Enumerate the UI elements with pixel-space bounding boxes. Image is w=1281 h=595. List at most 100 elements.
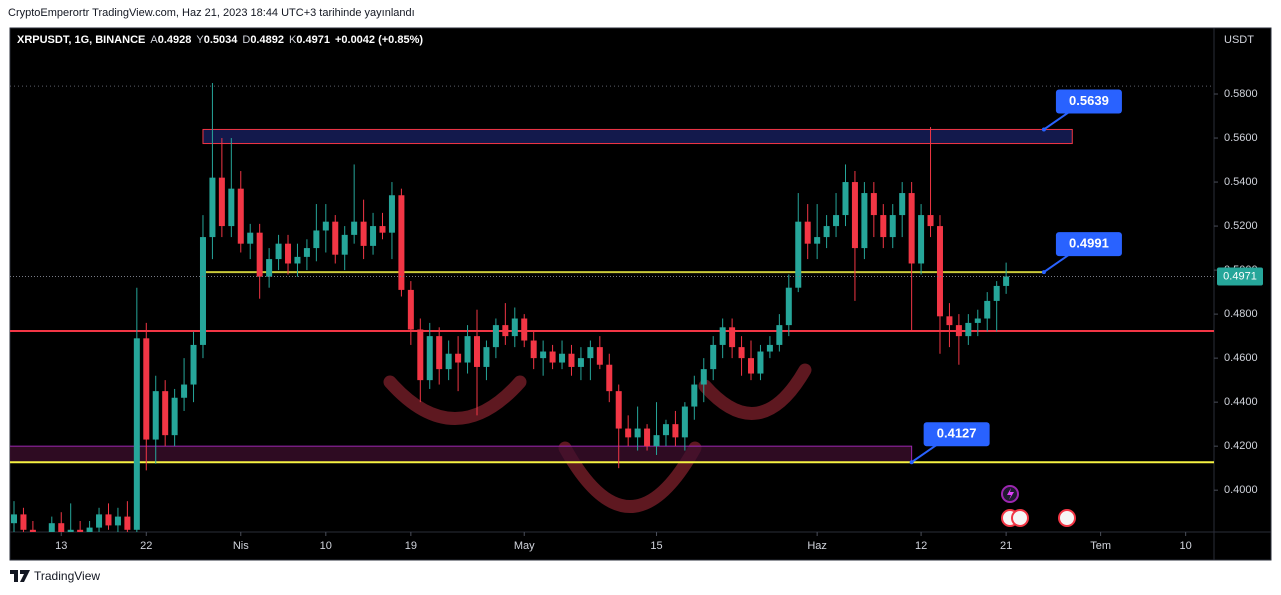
candle-body [511, 318, 518, 337]
event-icons [1001, 485, 1076, 527]
candle-body [833, 215, 840, 227]
candle-body [473, 336, 480, 367]
symbol-legend: XRPUSDT, 1G, BINANCE A0.4928 Y0.5034 D0.48… [17, 34, 423, 46]
y-tick-label: 0.4000 [1224, 484, 1258, 496]
candle-body [492, 325, 499, 348]
callout-pointer [1043, 253, 1071, 273]
x-tick-label: 13 [55, 540, 67, 552]
candle-body [653, 435, 660, 447]
candle-body [247, 232, 254, 244]
candle-body [398, 195, 405, 290]
zone [10, 445, 913, 463]
candle-body [776, 325, 783, 345]
candle-body [162, 391, 169, 436]
y-tick-label: 0.4200 [1224, 440, 1258, 452]
plot [10, 83, 1214, 532]
event-icon [1007, 488, 1014, 500]
candle-body [133, 338, 140, 530]
candle-body [530, 340, 537, 359]
candle-body [388, 195, 395, 233]
candle-body [974, 318, 981, 323]
callout-pointer [911, 443, 939, 464]
y-tick-label: 0.4400 [1224, 396, 1258, 408]
change: +0.0042 (+0.85%) [334, 34, 424, 46]
candle-body [880, 215, 887, 238]
candle-body [965, 322, 972, 337]
candle-body [757, 351, 764, 374]
candle-body [936, 226, 943, 317]
candle-body [577, 358, 584, 367]
callout-anchor [1041, 270, 1046, 275]
callout-label: 0.4991 [1069, 236, 1109, 251]
candle-body [20, 514, 27, 530]
candle-body [426, 336, 433, 381]
y-tick-label: 0.5400 [1224, 176, 1258, 188]
ohlc-label: A [150, 34, 158, 46]
pattern-curve [558, 441, 702, 513]
candle-body [360, 221, 367, 246]
candle-body [294, 256, 301, 264]
candle-body [464, 336, 471, 363]
callout-pointer [1043, 110, 1071, 131]
candle-body [86, 527, 93, 532]
callout-label: 0.5639 [1069, 93, 1109, 108]
ohlc-item: D0.4892 [242, 34, 284, 46]
footer: TradingView [10, 569, 100, 583]
candle-body [152, 391, 159, 440]
candle-body [766, 344, 773, 352]
x-tick-label: 10 [320, 540, 332, 552]
candle-body [313, 230, 320, 249]
candle-body [285, 243, 292, 264]
candle-body [105, 514, 112, 526]
candle-body [672, 424, 679, 438]
candle-body [842, 182, 849, 216]
pattern-curve [698, 363, 812, 420]
candle-body [58, 523, 65, 532]
candle-body [77, 529, 84, 532]
candle-body [644, 428, 651, 447]
callout-box [923, 422, 990, 447]
zone [202, 128, 1073, 145]
candle-body [738, 347, 745, 359]
candle-body [29, 529, 36, 532]
candle-body [804, 221, 811, 244]
candle-body [417, 329, 424, 381]
candle-body [870, 193, 877, 216]
x-tick-label: 12 [915, 540, 927, 552]
candle-body [143, 338, 150, 440]
candle-body [993, 285, 1000, 301]
candle-body [96, 514, 103, 528]
ohlc-value: 0.4928 [157, 34, 192, 46]
candle-body [332, 221, 339, 255]
event-icon [1011, 509, 1029, 527]
candle-body [436, 336, 443, 370]
y-tick-label: 0.5600 [1224, 132, 1258, 144]
price-label-box [1217, 267, 1263, 286]
candle-body [691, 384, 698, 407]
candle-body [322, 221, 329, 231]
candle-body [540, 351, 547, 359]
candle-body [662, 424, 669, 436]
x-tick-label: Nis [233, 540, 249, 552]
drawings [383, 363, 812, 513]
candle-body [190, 344, 197, 385]
candle-body [266, 259, 273, 277]
candle-body [407, 289, 414, 330]
candle-body [719, 327, 726, 345]
x-tick-label: 15 [650, 540, 662, 552]
publisher-line: CryptoEmperortr TradingView.com, Haz 21,… [8, 7, 415, 19]
candle-body [445, 353, 452, 370]
candle-body [502, 325, 509, 337]
candle-body [710, 344, 717, 370]
candle-body [681, 406, 688, 438]
candle-body [379, 226, 386, 233]
y-tick-label: 0.4800 [1224, 308, 1258, 320]
candle-body [814, 237, 821, 244]
ohlc-value: 0.4892 [250, 34, 284, 46]
candle-body [303, 248, 310, 257]
x-tick-label: Haz [807, 540, 827, 552]
y-tick-label: 0.5800 [1224, 88, 1258, 100]
y-tick-label: 0.4600 [1224, 352, 1258, 364]
candle-body [351, 221, 358, 235]
